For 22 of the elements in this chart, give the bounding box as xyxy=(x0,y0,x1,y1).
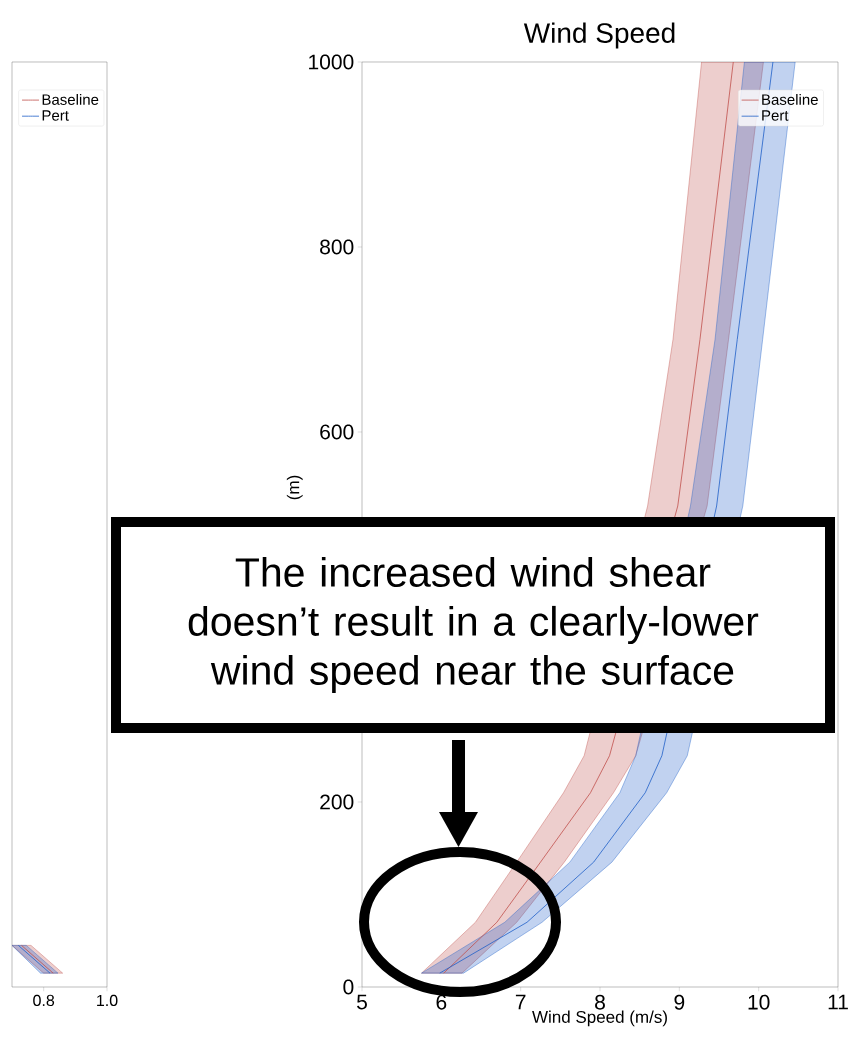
x-tick-label: 11 xyxy=(828,994,848,1010)
annotation: The increased wind shear doesn’t result in a clearly-lower wind speed near the surface xyxy=(188,556,759,694)
y-tick-label: 200 xyxy=(320,794,354,810)
x-tick-label: 7 xyxy=(515,994,526,1010)
y-tick-label: 0 xyxy=(343,979,354,995)
x-tick-label: 6 xyxy=(436,994,447,1010)
x-tick-label: 10 xyxy=(748,994,770,1010)
x-axis-title: Wind Speed (m/s) xyxy=(532,1010,667,1027)
x-tick-label: 9 xyxy=(674,994,685,1010)
x-tick-label: 1.0 xyxy=(97,994,118,1007)
legend-label: Baseline xyxy=(762,93,818,105)
x-tick-label: 5 xyxy=(357,994,367,1010)
y-tick-label: 1000 xyxy=(309,54,354,70)
legend-label: Pert xyxy=(42,110,69,121)
legend-label: Baseline xyxy=(42,93,99,105)
x-tick-label: 0.8 xyxy=(33,994,55,1007)
legend-label: Pert xyxy=(762,110,789,121)
y-tick-label: 600 xyxy=(320,424,354,440)
x-tick-label: 8 xyxy=(595,994,605,1010)
chart-title: Wind Speed xyxy=(523,22,675,49)
y-axis-title: (m) xyxy=(286,475,303,500)
y-tick-label: 800 xyxy=(320,239,354,255)
